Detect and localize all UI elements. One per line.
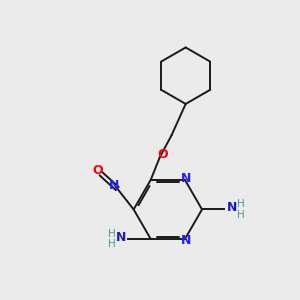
Text: N: N bbox=[181, 172, 192, 184]
Text: N: N bbox=[116, 231, 126, 244]
Text: H: H bbox=[237, 199, 244, 209]
Text: H: H bbox=[108, 229, 116, 239]
Text: N: N bbox=[109, 179, 119, 192]
Text: H: H bbox=[237, 210, 244, 220]
Text: O: O bbox=[157, 148, 168, 161]
Text: H: H bbox=[108, 239, 116, 249]
Text: O: O bbox=[93, 164, 103, 177]
Text: N: N bbox=[181, 234, 192, 247]
Text: N: N bbox=[226, 202, 237, 214]
